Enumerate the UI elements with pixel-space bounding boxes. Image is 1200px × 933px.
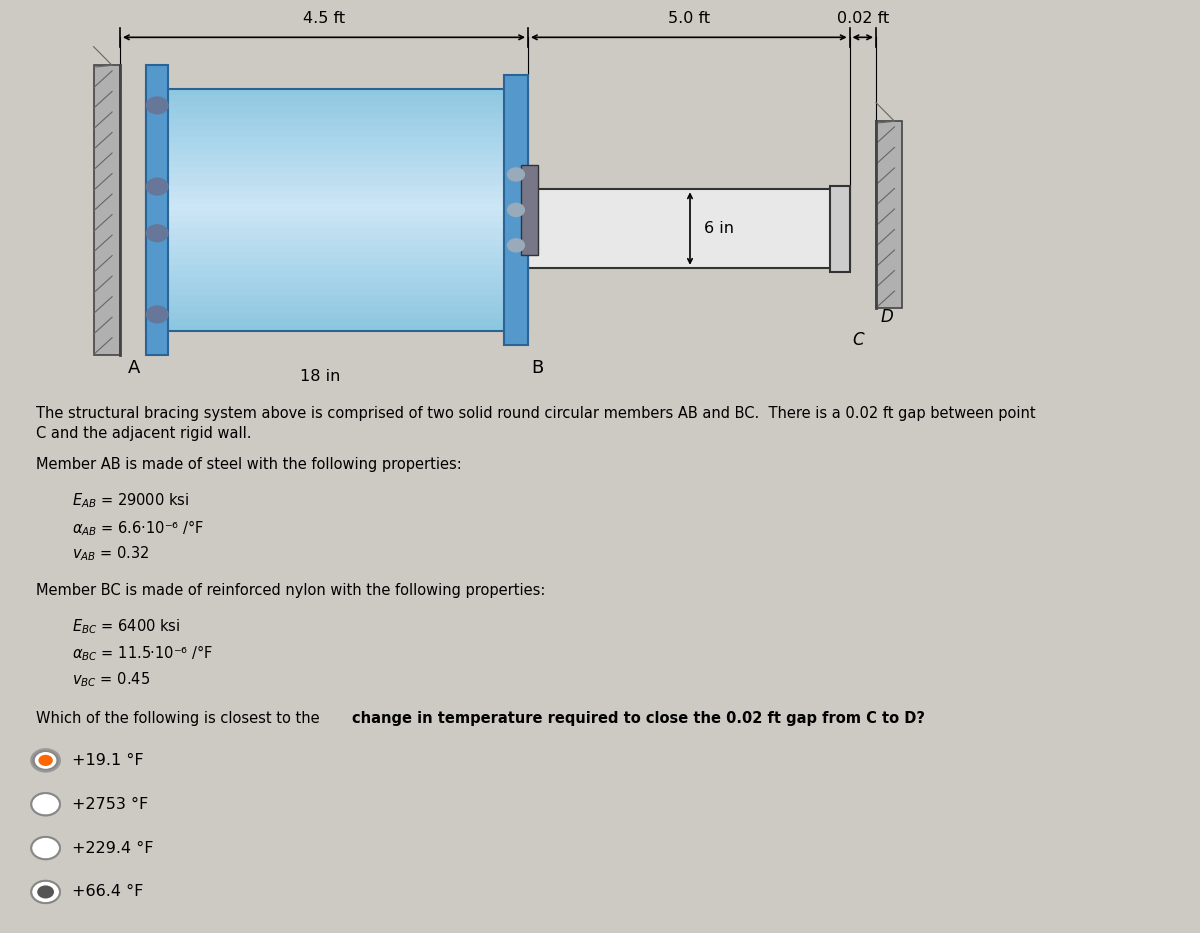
- Bar: [146, 185, 528, 192]
- Bar: [146, 270, 528, 276]
- Text: +19.1 °F: +19.1 °F: [72, 753, 144, 768]
- Text: C: C: [852, 331, 864, 349]
- Bar: [146, 318, 528, 326]
- Text: A: A: [128, 359, 140, 377]
- Text: $E_{AB}$ = 29000 ksi: $E_{AB}$ = 29000 ksi: [72, 492, 190, 510]
- Bar: [146, 112, 528, 118]
- Bar: [146, 136, 528, 144]
- Circle shape: [31, 749, 60, 772]
- Bar: [146, 287, 528, 295]
- Circle shape: [146, 225, 168, 242]
- Bar: [521, 165, 538, 255]
- Bar: [830, 186, 850, 272]
- Text: Member BC is made of reinforced nylon with the following properties:: Member BC is made of reinforced nylon wi…: [36, 583, 545, 598]
- Bar: [146, 276, 528, 283]
- Bar: [146, 313, 528, 319]
- Bar: [146, 124, 528, 131]
- Text: Member AB is made of steel with the following properties:: Member AB is made of steel with the foll…: [36, 457, 462, 472]
- Bar: [146, 160, 528, 168]
- Bar: [146, 88, 528, 94]
- Text: change in temperature required to close the 0.02 ft gap from C to D?: change in temperature required to close …: [352, 711, 925, 726]
- Text: +229.4 °F: +229.4 °F: [72, 841, 154, 856]
- Circle shape: [508, 168, 524, 181]
- Bar: [146, 89, 528, 331]
- Bar: [146, 325, 528, 331]
- Text: $v_{BC}$ = 0.45: $v_{BC}$ = 0.45: [72, 670, 150, 689]
- Bar: [146, 221, 528, 228]
- Bar: [146, 94, 528, 101]
- Circle shape: [35, 752, 56, 769]
- Bar: [876, 121, 902, 308]
- Text: +66.4 °F: +66.4 °F: [72, 884, 143, 899]
- Bar: [146, 240, 528, 246]
- Bar: [146, 252, 528, 258]
- Bar: [504, 75, 528, 345]
- Circle shape: [146, 178, 168, 195]
- Text: The structural bracing system above is comprised of two solid round circular mem: The structural bracing system above is c…: [36, 406, 1036, 440]
- Circle shape: [508, 203, 524, 216]
- Bar: [146, 65, 168, 355]
- Bar: [146, 216, 528, 222]
- Text: D: D: [881, 308, 894, 326]
- Text: 18 in: 18 in: [300, 369, 341, 383]
- Bar: [528, 189, 850, 268]
- Circle shape: [38, 755, 53, 766]
- Bar: [146, 100, 528, 106]
- Text: 4.5 ft: 4.5 ft: [302, 11, 346, 26]
- Text: +2753 °F: +2753 °F: [72, 797, 149, 812]
- Bar: [146, 106, 528, 113]
- Bar: [146, 118, 528, 125]
- Bar: [146, 131, 528, 137]
- Bar: [146, 264, 528, 271]
- Bar: [146, 173, 528, 179]
- Text: 0.02 ft: 0.02 ft: [836, 11, 889, 26]
- Circle shape: [37, 885, 54, 898]
- Bar: [146, 294, 528, 300]
- Bar: [146, 148, 528, 156]
- Bar: [94, 65, 120, 355]
- Text: 6 in: 6 in: [704, 221, 734, 236]
- Text: $E_{BC}$ = 6400 ksi: $E_{BC}$ = 6400 ksi: [72, 618, 180, 636]
- Circle shape: [31, 881, 60, 903]
- Circle shape: [31, 837, 60, 859]
- Bar: [146, 179, 528, 186]
- Bar: [146, 245, 528, 252]
- Bar: [146, 228, 528, 234]
- Bar: [146, 306, 528, 313]
- Bar: [146, 197, 528, 203]
- Bar: [146, 155, 528, 161]
- Circle shape: [31, 793, 60, 815]
- Bar: [146, 258, 528, 265]
- Bar: [146, 282, 528, 289]
- Text: 5.0 ft: 5.0 ft: [667, 11, 710, 26]
- Circle shape: [146, 306, 168, 323]
- Circle shape: [508, 239, 524, 252]
- Bar: [146, 209, 528, 216]
- Text: B: B: [532, 359, 544, 377]
- Bar: [146, 233, 528, 240]
- Bar: [146, 300, 528, 307]
- Bar: [146, 166, 528, 174]
- Text: $v_{AB}$ = 0.32: $v_{AB}$ = 0.32: [72, 544, 150, 563]
- Text: $α_{AB}$ = 6.6·10⁻⁶ /°F: $α_{AB}$ = 6.6·10⁻⁶ /°F: [72, 518, 204, 537]
- Text: Which of the following is closest to the: Which of the following is closest to the: [36, 711, 324, 726]
- Bar: [146, 143, 528, 149]
- Bar: [146, 191, 528, 198]
- Text: $α_{BC}$ = 11.5·10⁻⁶ /°F: $α_{BC}$ = 11.5·10⁻⁶ /°F: [72, 644, 212, 663]
- Bar: [146, 203, 528, 210]
- Circle shape: [146, 97, 168, 114]
